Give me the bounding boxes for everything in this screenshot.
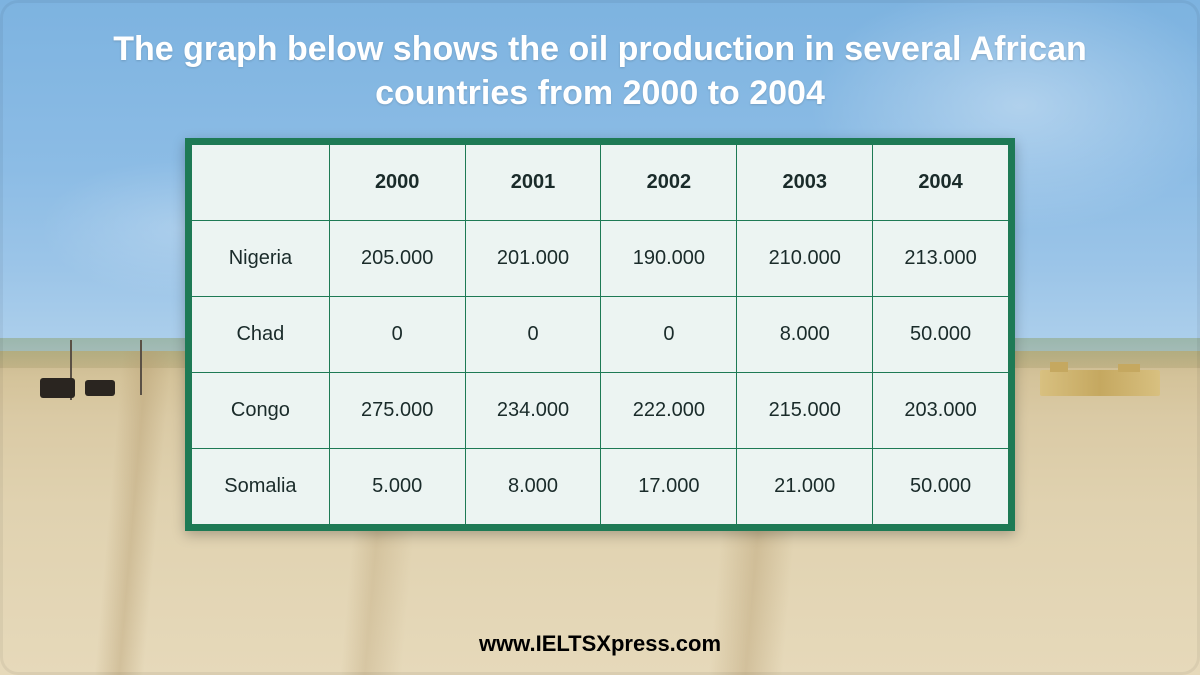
table-cell: 201.000 bbox=[465, 221, 601, 297]
table-cell: 275.000 bbox=[329, 373, 465, 449]
table-cell: 0 bbox=[601, 297, 737, 373]
table-header-blank bbox=[192, 145, 330, 221]
table-cell: 234.000 bbox=[465, 373, 601, 449]
table-header-year: 2001 bbox=[465, 145, 601, 221]
table-row-label: Nigeria bbox=[192, 221, 330, 297]
table-cell: 190.000 bbox=[601, 221, 737, 297]
table-row: Congo 275.000 234.000 222.000 215.000 20… bbox=[192, 373, 1009, 449]
page-title: The graph below shows the oil production… bbox=[90, 28, 1110, 115]
background-pole bbox=[140, 340, 142, 395]
table-row-label: Congo bbox=[192, 373, 330, 449]
background-facility bbox=[1040, 370, 1160, 396]
table-cell: 210.000 bbox=[737, 221, 873, 297]
table-row-label: Somalia bbox=[192, 449, 330, 525]
table-header-year: 2002 bbox=[601, 145, 737, 221]
table-cell: 17.000 bbox=[601, 449, 737, 525]
table-header-row: 2000 2001 2002 2003 2004 bbox=[192, 145, 1009, 221]
table-row: Somalia 5.000 8.000 17.000 21.000 50.000 bbox=[192, 449, 1009, 525]
table-cell: 8.000 bbox=[737, 297, 873, 373]
table-cell: 0 bbox=[465, 297, 601, 373]
table-header-year: 2000 bbox=[329, 145, 465, 221]
background-tank bbox=[85, 380, 115, 396]
table-cell: 203.000 bbox=[873, 373, 1009, 449]
table-row: Chad 0 0 0 8.000 50.000 bbox=[192, 297, 1009, 373]
table-cell: 5.000 bbox=[329, 449, 465, 525]
data-table-card: 2000 2001 2002 2003 2004 Nigeria 205.000… bbox=[185, 138, 1015, 531]
table-cell: 50.000 bbox=[873, 297, 1009, 373]
table-row-label: Chad bbox=[192, 297, 330, 373]
table-cell: 50.000 bbox=[873, 449, 1009, 525]
table-cell: 213.000 bbox=[873, 221, 1009, 297]
table-row: Nigeria 205.000 201.000 190.000 210.000 … bbox=[192, 221, 1009, 297]
table-cell: 0 bbox=[329, 297, 465, 373]
background-tank bbox=[40, 378, 75, 398]
table-cell: 222.000 bbox=[601, 373, 737, 449]
table-cell: 8.000 bbox=[465, 449, 601, 525]
table-header-year: 2003 bbox=[737, 145, 873, 221]
table-header-year: 2004 bbox=[873, 145, 1009, 221]
table-cell: 21.000 bbox=[737, 449, 873, 525]
table-cell: 205.000 bbox=[329, 221, 465, 297]
oil-production-table: 2000 2001 2002 2003 2004 Nigeria 205.000… bbox=[191, 144, 1009, 525]
footer-url: www.IELTSXpress.com bbox=[479, 631, 721, 657]
table-cell: 215.000 bbox=[737, 373, 873, 449]
